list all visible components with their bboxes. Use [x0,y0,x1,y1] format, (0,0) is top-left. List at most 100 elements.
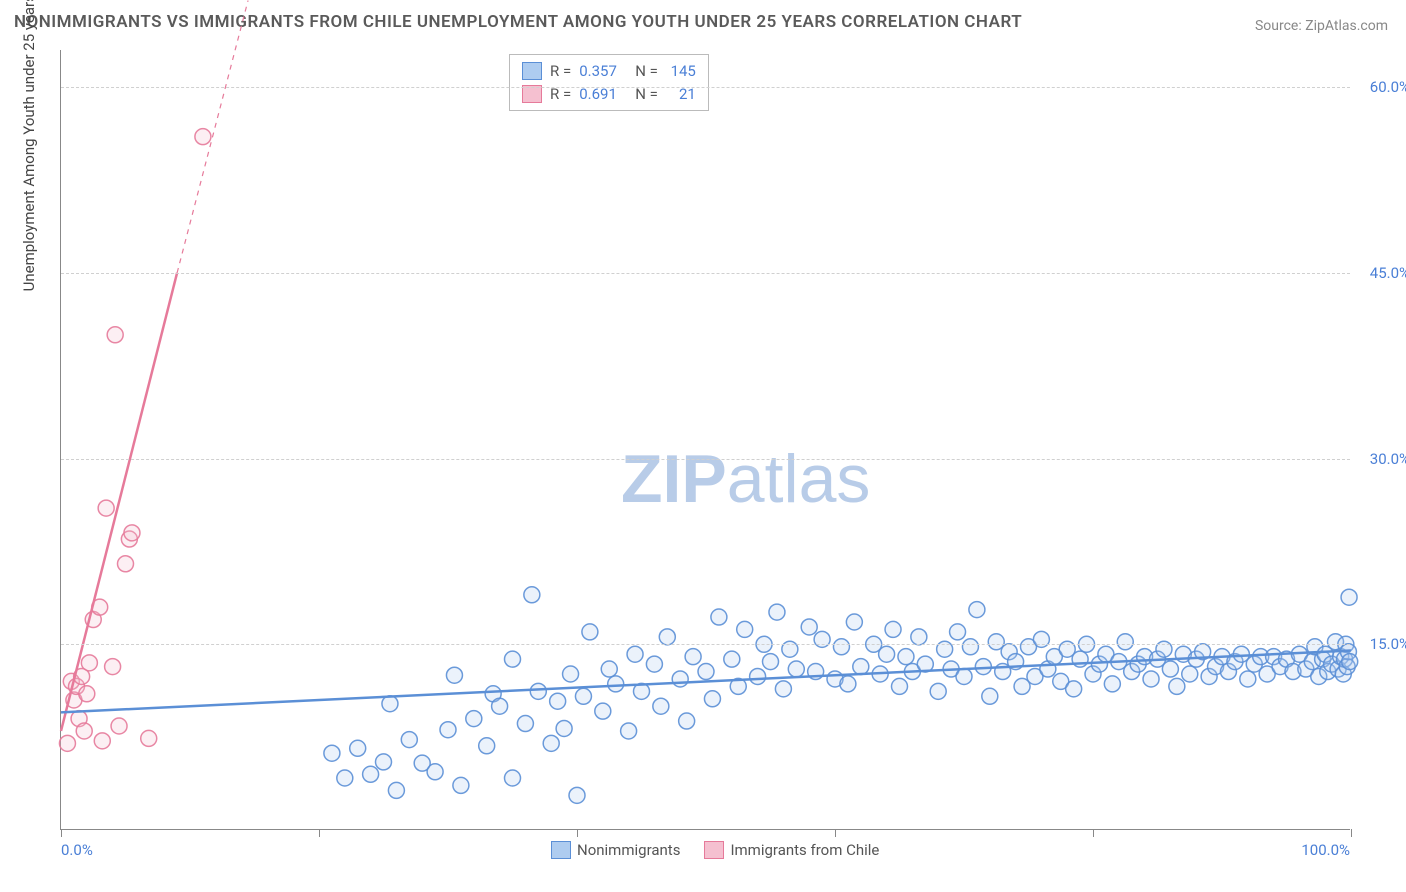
data-point [737,621,753,637]
data-point [1182,666,1198,682]
data-point [582,624,598,640]
data-point [724,651,740,667]
x-tick-label: 0.0% [61,841,93,859]
data-point [672,671,688,687]
data-point [363,766,379,782]
data-point [388,782,404,798]
data-point [956,668,972,684]
data-point [601,661,617,677]
data-point [911,629,927,645]
data-point [801,619,817,635]
data-point [401,732,417,748]
swatch-immigrants-icon [704,841,724,859]
x-tick [835,829,836,837]
data-point [679,713,695,729]
y-tick-label: 45.0% [1355,264,1406,282]
data-point [563,666,579,682]
data-point [479,738,495,754]
data-point [1342,654,1358,670]
data-point [982,688,998,704]
data-point [107,327,123,343]
data-point [505,651,521,667]
scatter-svg [61,50,1350,829]
data-point [595,703,611,719]
data-point [1117,634,1133,650]
data-point [846,614,862,630]
data-point [440,722,456,738]
data-point [621,723,637,739]
data-point [195,129,211,145]
data-point [98,500,114,516]
x-tick-label: 100.0% [1301,841,1350,859]
data-point [350,740,366,756]
data-point [141,730,157,746]
data-point [788,661,804,677]
data-point [659,629,675,645]
data-point [775,681,791,697]
data-point [627,646,643,662]
x-tick [1351,829,1352,837]
data-point [556,720,572,736]
data-point [505,770,521,786]
data-point [105,659,121,675]
data-point [575,688,591,704]
legend-label-nonimmigrants: Nonimmigrants [577,841,680,859]
data-point [569,787,585,803]
data-point [892,678,908,694]
data-point [446,667,462,683]
data-point [1066,681,1082,697]
data-point [76,723,92,739]
data-point [885,621,901,637]
data-point [530,683,546,699]
data-point [608,676,624,692]
data-point [833,639,849,655]
swatch-nonimmigrants-icon [551,841,571,859]
data-point [750,668,766,684]
data-point [1341,589,1357,605]
data-point [492,698,508,714]
gridline [61,644,1350,645]
data-point [769,604,785,620]
data-point [524,587,540,603]
gridline [61,459,1350,460]
data-point [453,777,469,793]
plot-area: ZIPatlas R = 0.357 N = 145 R = 0.691 N =… [60,50,1350,830]
data-point [930,683,946,699]
data-point [427,764,443,780]
legend-item-immigrants: Immigrants from Chile [704,841,879,859]
data-point [517,716,533,732]
data-point [324,745,340,761]
data-point [81,655,97,671]
data-point [1169,678,1185,694]
regression-line-extrapolated [177,0,248,272]
data-point [711,609,727,625]
data-point [685,649,701,665]
chart-title: NONIMMIGRANTS VS IMMIGRANTS FROM CHILE U… [14,12,1022,32]
data-point [337,770,353,786]
gridline [61,87,1350,88]
data-point [1240,671,1256,687]
data-point [118,556,134,572]
data-point [840,676,856,692]
legend-label-immigrants: Immigrants from Chile [730,841,879,859]
data-point [59,735,75,751]
data-point [646,656,662,672]
data-point [879,646,895,662]
data-point [950,624,966,640]
y-tick-label: 60.0% [1355,78,1406,96]
data-point [543,735,559,751]
y-tick-label: 30.0% [1355,450,1406,468]
x-tick [319,829,320,837]
data-point [698,664,714,680]
series-legend: Nonimmigrants Immigrants from Chile [551,841,879,859]
legend-item-nonimmigrants: Nonimmigrants [551,841,680,859]
data-point [969,602,985,618]
y-axis-label: Unemployment Among Youth under 25 years [20,0,38,291]
x-tick [61,829,62,837]
data-point [111,718,127,734]
data-point [1162,661,1178,677]
data-point [124,525,140,541]
x-tick [577,829,578,837]
data-point [1104,676,1120,692]
data-point [763,654,779,670]
